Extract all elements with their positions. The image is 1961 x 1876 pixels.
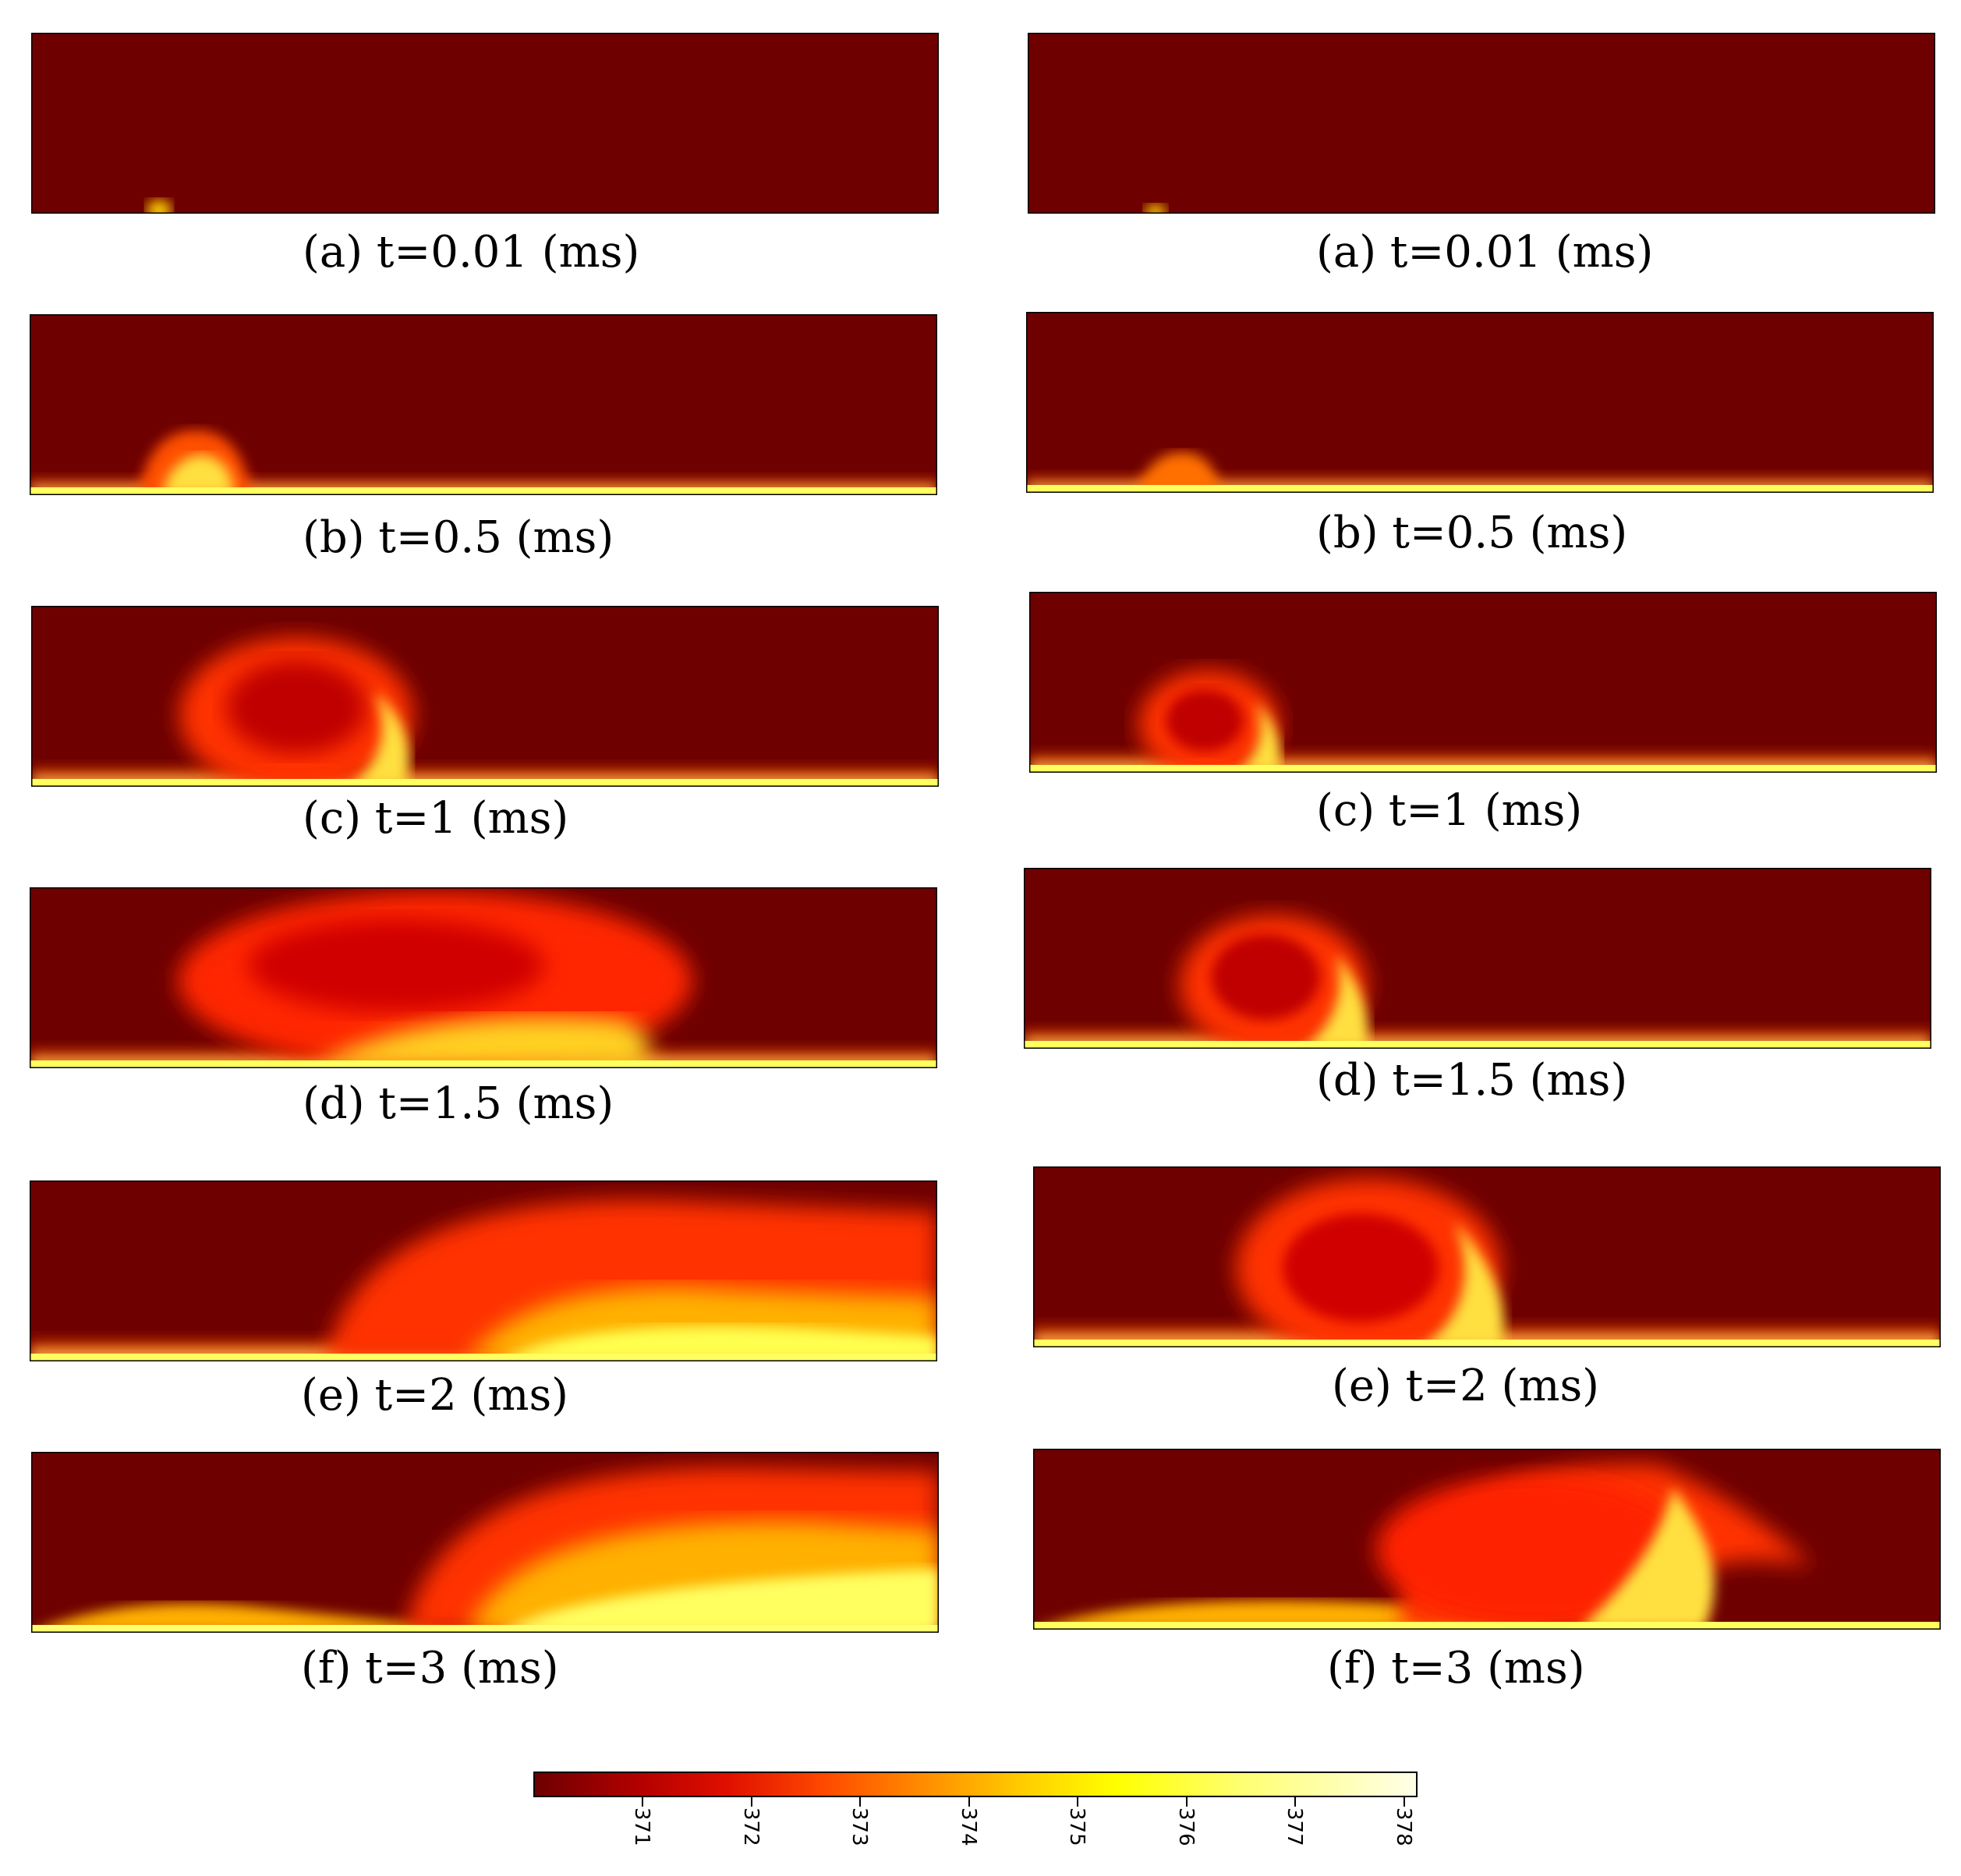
panel-left-e	[30, 1180, 937, 1361]
colorbar-tick-label: 375	[1065, 1807, 1088, 1846]
panel-right-d	[1024, 868, 1931, 1049]
colorbar-tick	[968, 1797, 970, 1807]
caption-left-f: (f) t=3 (ms)	[301, 1643, 559, 1694]
colorbar-tick	[1185, 1797, 1188, 1807]
caption-right-a: (a) t=0.01 (ms)	[1316, 227, 1654, 278]
colorbar-tick-label: 374	[956, 1807, 980, 1846]
panel-left-c	[31, 606, 939, 787]
colorbar-tick-label: 378	[1391, 1807, 1415, 1846]
colorbar-tick	[1403, 1797, 1405, 1807]
caption-right-c: (c) t=1 (ms)	[1316, 785, 1583, 836]
caption-left-e: (e) t=2 (ms)	[301, 1370, 569, 1421]
panel-right-c	[1029, 592, 1937, 773]
panel-right-f	[1033, 1449, 1941, 1630]
colorbar	[533, 1772, 1418, 1797]
colorbar-tick	[1077, 1797, 1078, 1807]
colorbar-tick	[642, 1797, 643, 1807]
colorbar-tick-label: 372	[738, 1807, 763, 1846]
caption-left-c: (c) t=1 (ms)	[303, 793, 569, 844]
caption-left-a: (a) t=0.01 (ms)	[303, 227, 640, 278]
colorbar-tick-label: 373	[848, 1807, 871, 1846]
colorbar-tick-label: 376	[1173, 1807, 1198, 1846]
panel-right-e	[1033, 1166, 1941, 1347]
colorbar-tick	[750, 1797, 752, 1807]
caption-right-d: (d) t=1.5 (ms)	[1316, 1055, 1628, 1106]
colorbar-tick-label: 377	[1283, 1807, 1306, 1846]
caption-right-b: (b) t=0.5 (ms)	[1316, 508, 1628, 558]
panel-right-b	[1026, 312, 1934, 493]
caption-left-b: (b) t=0.5 (ms)	[303, 512, 614, 563]
panel-right-a	[1028, 33, 1935, 214]
caption-right-e: (e) t=2 (ms)	[1332, 1361, 1600, 1411]
colorbar-tick	[1294, 1797, 1296, 1807]
caption-left-d: (d) t=1.5 (ms)	[303, 1078, 614, 1129]
panel-left-a	[31, 33, 939, 214]
caption-right-f: (f) t=3 (ms)	[1327, 1643, 1585, 1694]
panel-left-b	[30, 314, 937, 495]
panel-left-d	[30, 887, 937, 1068]
panel-left-f	[31, 1452, 939, 1633]
colorbar-tick	[859, 1797, 861, 1807]
colorbar-tick-label: 371	[630, 1807, 653, 1846]
